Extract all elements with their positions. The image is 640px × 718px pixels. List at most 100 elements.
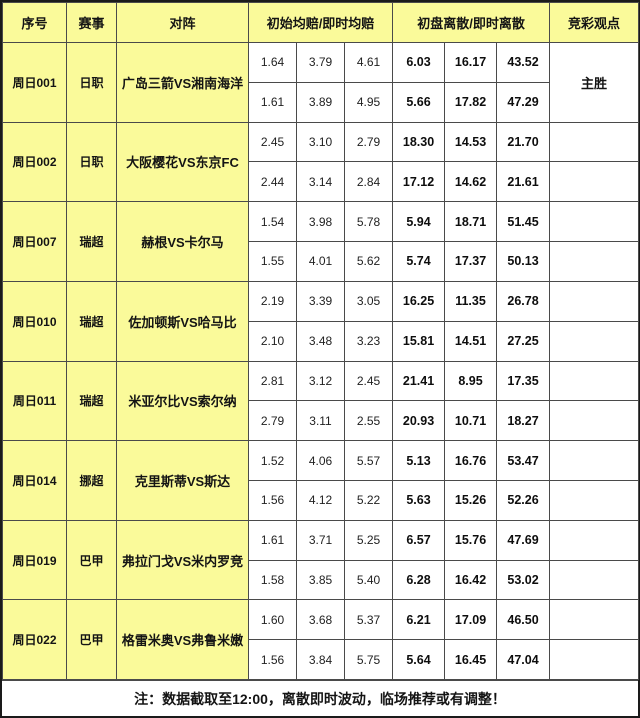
live-odds-draw: 3.84 — [296, 639, 345, 680]
initial-disp-away: 47.69 — [496, 519, 551, 561]
initial-disp-draw: 11.35 — [444, 280, 498, 322]
initial-disp-draw: 17.09 — [444, 599, 498, 641]
initial-disp-home: 5.13 — [392, 440, 446, 481]
match-id-cell: 周日010 — [2, 280, 67, 362]
live-odds-draw: 4.12 — [296, 479, 345, 521]
live-odds-away: 2.55 — [343, 400, 394, 442]
live-disp-draw: 10.71 — [444, 400, 498, 442]
initial-disp-home: 18.30 — [392, 121, 446, 163]
live-disp-draw: 17.37 — [444, 241, 498, 282]
live-disp-away: 47.04 — [496, 639, 551, 680]
header-view: 竞彩观点 — [549, 2, 640, 43]
initial-odds-away: 3.05 — [343, 280, 394, 322]
matchup-cell: 赫根VS卡尔马 — [116, 201, 249, 282]
match-row-initial: 周日001 日职 广岛三箭VS湘南海洋 1.64 3.79 4.61 6.03 … — [2, 42, 640, 123]
betting-view-cell-empty — [549, 241, 640, 282]
matchup-cell: 佐加顿斯VS哈马比 — [116, 280, 249, 362]
league-cell: 巴甲 — [66, 519, 117, 601]
initial-odds-draw: 4.06 — [296, 440, 345, 481]
live-disp-draw: 14.62 — [444, 161, 498, 203]
live-odds-home: 2.79 — [248, 400, 297, 442]
league-cell: 巴甲 — [66, 599, 117, 680]
matchup-cell: 米亚尔比VS索尔纳 — [116, 360, 249, 442]
live-disp-away: 18.27 — [496, 400, 551, 442]
initial-odds-home: 2.45 — [248, 121, 297, 163]
live-disp-away: 47.29 — [496, 81, 551, 123]
live-odds-away: 5.22 — [343, 479, 394, 521]
live-odds-away: 4.95 — [343, 81, 394, 123]
odds-table: 序号 赛事 对阵 初始均赔/即时均赔 初盘离散/即时离散 竞彩观点 周日001 … — [2, 2, 640, 680]
match-row-live: 1.56 4.12 5.22 5.63 15.26 52.26 — [3, 479, 640, 521]
live-disp-draw: 16.42 — [444, 559, 498, 601]
league-cell: 瑞超 — [66, 201, 117, 282]
match-row-initial: 周日022 巴甲 格雷米奥VS弗鲁米嫩 1.60 3.68 5.37 6.21 … — [2, 599, 640, 680]
match-row-live: 2.10 3.48 3.23 15.81 14.51 27.25 — [3, 320, 640, 362]
live-disp-draw: 16.45 — [444, 639, 498, 680]
league-cell: 瑞超 — [66, 280, 117, 362]
betting-view-cell-empty — [549, 360, 640, 402]
live-odds-away: 2.84 — [343, 161, 394, 203]
initial-disp-away: 51.45 — [496, 201, 551, 243]
live-odds-away: 5.62 — [343, 241, 394, 282]
initial-odds-away: 4.61 — [343, 42, 394, 83]
match-row-initial: 周日019 巴甲 弗拉门戈VS米内罗竞 1.61 3.71 5.25 6.57 … — [2, 519, 640, 601]
betting-view-cell-empty — [549, 320, 640, 362]
header-matchup: 对阵 — [116, 2, 249, 43]
initial-odds-away: 5.57 — [343, 440, 394, 481]
betting-view-cell-empty — [549, 400, 640, 442]
match-row-initial: 周日014 挪超 克里斯蒂VS斯达 1.52 4.06 5.57 5.13 16… — [2, 440, 640, 521]
live-disp-home: 6.28 — [392, 559, 446, 601]
matchup-cell: 弗拉门戈VS米内罗竞 — [116, 519, 249, 601]
live-disp-away: 21.61 — [496, 161, 551, 203]
initial-disp-home: 21.41 — [392, 360, 446, 402]
initial-disp-away: 43.52 — [496, 42, 551, 83]
live-disp-draw: 15.26 — [444, 479, 498, 521]
match-row-initial: 周日010 瑞超 佐加顿斯VS哈马比 2.19 3.39 3.05 16.25 … — [2, 280, 640, 362]
initial-odds-away: 5.37 — [343, 599, 394, 641]
initial-odds-home: 1.61 — [248, 519, 297, 561]
betting-view-cell-empty — [549, 519, 640, 561]
initial-disp-home: 5.94 — [392, 201, 446, 243]
initial-disp-home: 6.03 — [392, 42, 446, 83]
live-disp-home: 5.63 — [392, 479, 446, 521]
live-odds-draw: 3.11 — [296, 400, 345, 442]
live-odds-home: 1.56 — [248, 639, 297, 680]
match-row-live: 1.61 3.89 4.95 5.66 17.82 47.29 — [3, 81, 639, 123]
header-index: 序号 — [2, 2, 67, 43]
betting-view-cell-empty — [549, 201, 640, 243]
match-row-initial: 周日011 瑞超 米亚尔比VS索尔纳 2.81 3.12 2.45 21.41 … — [2, 360, 640, 442]
live-disp-home: 5.64 — [392, 639, 446, 680]
live-disp-away: 50.13 — [496, 241, 551, 282]
match-id-cell: 周日019 — [2, 519, 67, 601]
live-disp-home: 20.93 — [392, 400, 446, 442]
match-id-cell: 周日022 — [2, 599, 67, 680]
initial-odds-home: 1.54 — [248, 201, 297, 243]
betting-view-cell-empty — [549, 280, 640, 322]
match-id-cell: 周日001 — [2, 42, 67, 123]
initial-disp-home: 6.57 — [392, 519, 446, 561]
initial-disp-draw: 15.76 — [444, 519, 498, 561]
matchup-cell: 大阪樱花VS东京FC — [116, 121, 249, 203]
matchup-cell: 格雷米奥VS弗鲁米嫩 — [116, 599, 249, 680]
betting-view-cell-empty — [549, 479, 640, 521]
betting-view-cell-empty — [549, 599, 640, 641]
initial-disp-draw: 18.71 — [444, 201, 498, 243]
match-id-cell: 周日014 — [2, 440, 67, 521]
live-disp-draw: 17.82 — [444, 81, 498, 123]
initial-odds-draw: 3.98 — [296, 201, 345, 243]
initial-odds-home: 1.60 — [248, 599, 297, 641]
betting-view-cell-empty — [549, 639, 640, 680]
live-disp-home: 15.81 — [392, 320, 446, 362]
live-odds-away: 5.75 — [343, 639, 394, 680]
match-row-live: 1.58 3.85 5.40 6.28 16.42 53.02 — [3, 559, 640, 601]
initial-disp-draw: 14.53 — [444, 121, 498, 163]
initial-disp-home: 6.21 — [392, 599, 446, 641]
live-odds-draw: 4.01 — [296, 241, 345, 282]
initial-disp-away: 53.47 — [496, 440, 551, 481]
initial-odds-home: 2.19 — [248, 280, 297, 322]
live-disp-away: 27.25 — [496, 320, 551, 362]
match-row-live: 2.79 3.11 2.55 20.93 10.71 18.27 — [3, 400, 640, 442]
initial-disp-away: 17.35 — [496, 360, 551, 402]
footer-note: 注：数据截取至12:00，离散即时波动，临场推荐或有调整！ — [2, 680, 638, 716]
initial-odds-away: 5.25 — [343, 519, 394, 561]
